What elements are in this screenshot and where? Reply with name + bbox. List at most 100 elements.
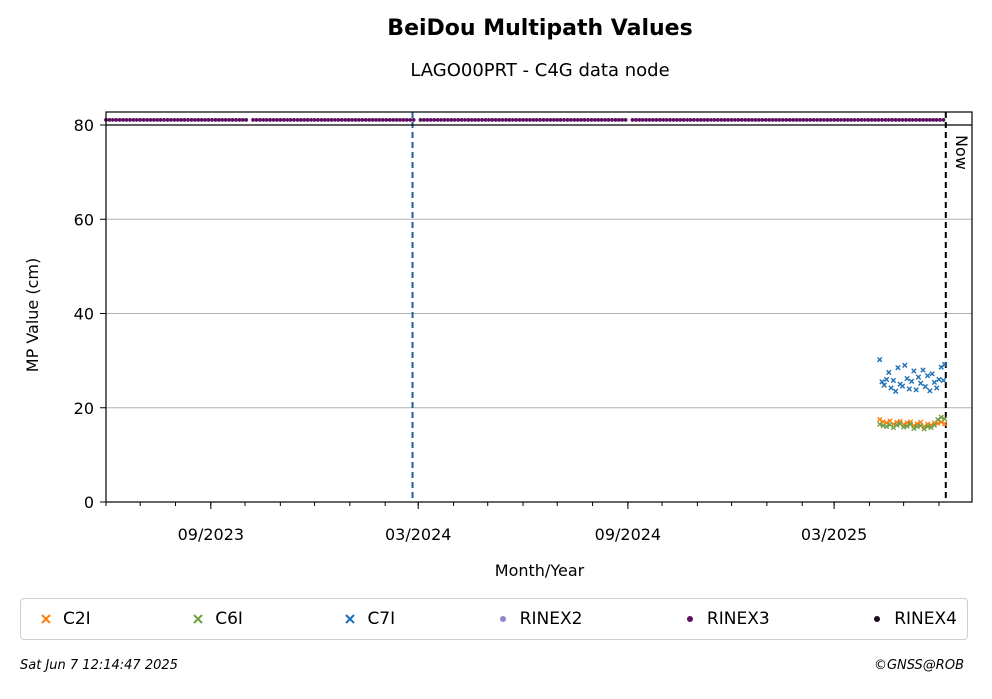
rinex-dot: [657, 118, 662, 122]
rinex-dot: [647, 118, 652, 122]
rinex-dot: [353, 118, 358, 122]
rinex-dot: [726, 118, 731, 122]
rinex-dot: [322, 118, 327, 122]
rinex-dot: [787, 118, 792, 122]
rinex-dot: [651, 118, 655, 122]
data-point: [938, 414, 944, 420]
data-point: [941, 361, 948, 368]
data-point: [931, 379, 938, 385]
rinex-dot: [849, 118, 854, 122]
rinex-dot: [859, 118, 864, 122]
rinex-dot: [449, 118, 454, 122]
rinex-dot: [811, 118, 816, 122]
rinex-dot: [216, 118, 221, 122]
legend-item-rinex3: RINEX3: [679, 609, 770, 629]
rinex-dot: [374, 118, 378, 122]
rinex-dot: [798, 118, 802, 122]
rinex-dot: [904, 118, 908, 122]
rinex-dot: [435, 118, 440, 122]
dot-marker-icon: [679, 610, 701, 628]
rinex-dot: [572, 118, 577, 122]
rinex-dot: [384, 118, 389, 122]
legend-item-c2i: C2I: [35, 609, 91, 629]
x-marker-icon: [339, 610, 361, 628]
rinex-dot: [377, 118, 382, 122]
rinex-dot: [736, 118, 741, 122]
rinex-dot: [938, 118, 942, 122]
rinex-dot: [927, 118, 932, 122]
rinex-dot: [688, 118, 693, 122]
rinex-dot: [538, 118, 543, 122]
rinex-dot: [244, 118, 249, 122]
x-tick-label: 09/2023: [178, 525, 244, 544]
rinex-dot: [165, 118, 170, 122]
legend: C2I C6I C7I RINEX2 RINEX3 RINEX4: [20, 598, 968, 640]
data-point: [931, 422, 938, 428]
rinex-dot: [832, 118, 837, 122]
chart-svg: 0 20 40 60 80 09/2023 03/2024 09/2024 03/2025 Mo…: [23, 111, 973, 580]
rinex-dot: [339, 118, 344, 122]
x-axis-label: Month/Year: [495, 561, 585, 580]
footer-timestamp: Sat Jun 7 12:14:47 2025: [20, 658, 178, 673]
rinex-dot: [124, 118, 129, 122]
rinex-dot: [579, 118, 584, 122]
rinex-dot: [380, 118, 385, 122]
rinex-dot: [750, 118, 754, 122]
data-point: [913, 387, 919, 393]
rinex-dot: [223, 118, 228, 122]
rinex-dot: [815, 118, 819, 122]
rinex-dot: [763, 118, 768, 122]
rinex-dot: [500, 118, 505, 122]
rinex-dot: [271, 118, 276, 122]
rinex-dot: [210, 118, 214, 122]
rinex-dot: [644, 118, 649, 122]
rinex-dot: [839, 118, 843, 122]
rinex-dot: [357, 118, 361, 122]
rinex-dot: [220, 118, 225, 122]
rinex-dot: [845, 118, 850, 122]
rinex-dot: [941, 118, 946, 122]
data-point: [936, 376, 942, 383]
rinex-dot: [804, 118, 809, 122]
rinex-dot: [808, 118, 813, 122]
rinex-dot: [743, 118, 748, 122]
data-point: [933, 385, 940, 391]
rinex-dot: [196, 118, 201, 122]
data-point: [895, 364, 901, 371]
rinex-dot: [606, 118, 611, 122]
rinex-dot: [483, 118, 488, 122]
rinex-dot: [517, 118, 522, 122]
rinex-dot: [275, 118, 279, 122]
rinex-dot: [541, 118, 546, 122]
chart-title: BeiDou Multipath Values: [387, 16, 693, 41]
rinex-dot: [298, 118, 303, 122]
rinex-dot: [886, 118, 891, 122]
rinex-dot: [623, 118, 628, 122]
rinex-dot: [189, 118, 194, 122]
rinex-dot: [569, 118, 573, 122]
y-tick-label: 60: [74, 210, 94, 229]
y-tick-label: 0: [84, 493, 94, 512]
rinex-dot: [890, 118, 895, 122]
rinex-dot: [705, 118, 710, 122]
rinex-dot: [931, 118, 936, 122]
rinex-dot: [592, 118, 597, 122]
data-point: [911, 425, 917, 432]
rinex-dot: [545, 118, 549, 122]
x-tick-label: 03/2025: [801, 525, 867, 544]
rinex-dot: [264, 118, 269, 122]
y-axis-label: MP Value (cm): [23, 258, 42, 372]
rinex-dot: [548, 118, 553, 122]
rinex-dot: [654, 118, 659, 122]
rinex-dot: [141, 118, 146, 122]
x-tick-label: 03/2024: [385, 525, 451, 544]
rinex-dot: [685, 118, 690, 122]
rinex-dot: [910, 118, 915, 122]
data-point: [940, 377, 947, 384]
rinex-dot: [445, 118, 450, 122]
rinex-dot: [302, 118, 307, 122]
rinex-dot: [794, 118, 799, 122]
rinex-dot: [674, 118, 679, 122]
rinex-dot: [664, 118, 669, 122]
rinex-dot: [924, 118, 929, 122]
